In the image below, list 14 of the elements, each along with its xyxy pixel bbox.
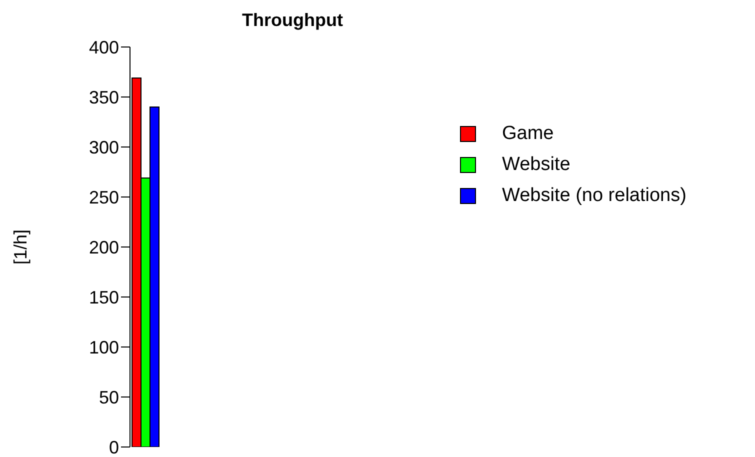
- legend-label: Game: [502, 122, 554, 144]
- y-tick-label: 200: [88, 237, 119, 258]
- legend-label: Website: [502, 154, 570, 176]
- y-tick-label: 0: [108, 437, 119, 457]
- y-tick-label: 350: [88, 87, 119, 108]
- y-tick-label: 300: [88, 137, 119, 158]
- y-tick-label: 100: [88, 337, 119, 358]
- y-tick-label: 250: [88, 187, 119, 208]
- text: Throughput: [241, 10, 344, 31]
- y-tick-label: 150: [88, 287, 119, 308]
- legend-label: Website (no relations): [502, 184, 686, 206]
- y-axis-title: [1/h]: [10, 229, 30, 265]
- y-tick-label: 50: [98, 387, 119, 408]
- y-tick-label: 400: [88, 37, 119, 58]
